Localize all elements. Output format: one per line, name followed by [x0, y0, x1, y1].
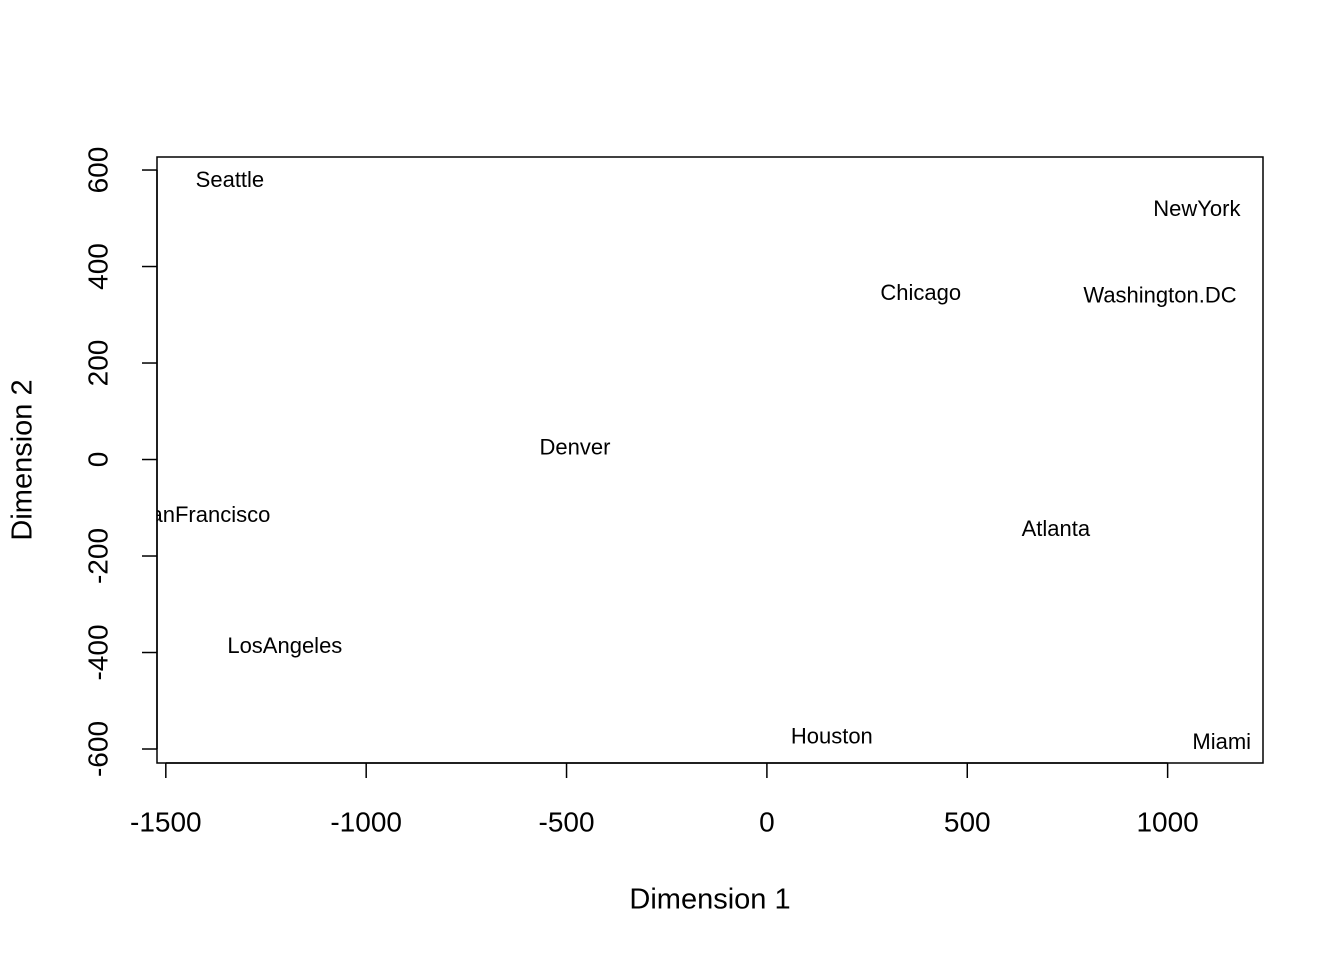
point-label: Denver: [539, 435, 610, 460]
plot-frame: [156, 156, 1264, 764]
y-tick-label: 600: [82, 147, 113, 194]
x-tick-label: -500: [539, 806, 595, 837]
y-axis-title: Dimension 2: [7, 379, 39, 540]
y-tick-label: -600: [82, 721, 113, 777]
point-label: Chicago: [880, 280, 961, 305]
y-tick-label: -400: [82, 624, 113, 680]
y-tick-label: 200: [82, 340, 113, 387]
y-tick-label: 0: [82, 452, 113, 468]
x-tick-label: -1500: [130, 806, 202, 837]
point-label: Atlanta: [1022, 516, 1091, 541]
point-label: Washington.DC: [1083, 283, 1236, 308]
point-label: NewYork: [1153, 196, 1241, 221]
point-label: Miami: [1192, 729, 1251, 754]
y-tick-label: -200: [82, 528, 113, 584]
points: Seattle NewYork Chicago Washington.DC Denver…: [136, 167, 1251, 754]
x-tick-label: 0: [759, 806, 775, 837]
x-tick-label: 1000: [1136, 806, 1198, 837]
point-label: Houston: [791, 724, 873, 749]
x-tick-label: -1000: [330, 806, 402, 837]
point-label: Seattle: [196, 167, 265, 192]
y-tick-label: 400: [82, 243, 113, 290]
point-label: SanFrancisco: [136, 502, 271, 527]
x-axis-title: Dimension 1: [629, 884, 790, 916]
point-label: LosAngeles: [227, 633, 342, 658]
x-tick-label: 500: [944, 806, 991, 837]
